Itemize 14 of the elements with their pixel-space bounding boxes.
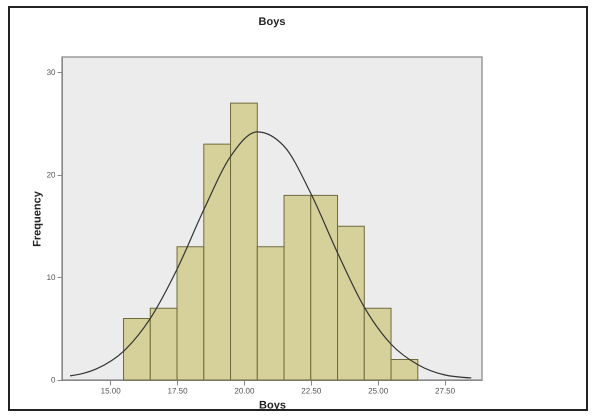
x-tick-label: 27.50: [435, 386, 456, 396]
x-tick-label: 15.00: [100, 386, 122, 396]
y-tick-label: 0: [51, 376, 56, 384]
y-tick-label: 10: [46, 272, 56, 282]
chart-title: Boys: [258, 16, 286, 28]
x-tick-label: 25.00: [368, 386, 389, 396]
y-tick-label: 30: [46, 68, 56, 77]
line-series: [69, 131, 472, 379]
x-tick-label: 20.00: [234, 386, 255, 396]
y-axis-title: Frequency: [32, 190, 44, 247]
x-tick-label: 17.50: [168, 386, 188, 396]
x-tick-label: 22.50: [301, 386, 322, 396]
y-tick-label: 20: [46, 170, 56, 180]
x-axis-title: Boys: [259, 400, 286, 412]
